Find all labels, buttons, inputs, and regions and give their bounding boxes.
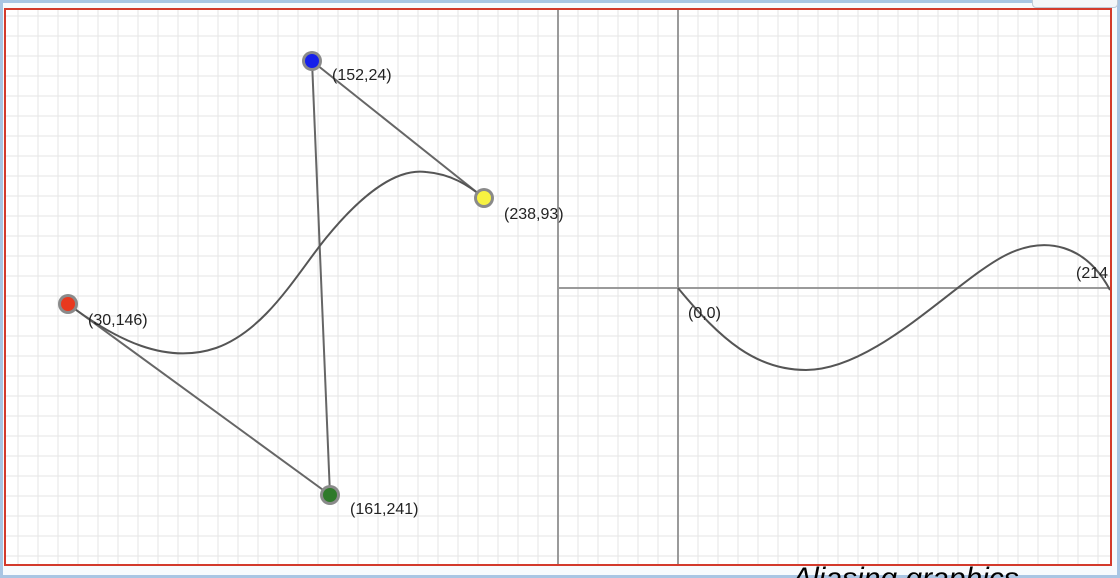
wave-origin-label: (0,0) <box>688 305 721 322</box>
point-green-label: (161,241) <box>350 501 419 518</box>
control-point-green[interactable] <box>323 488 337 502</box>
control-line-red-green <box>67 303 331 496</box>
canvas-svg: (0,0) (214 (30,146) (152,24) (238,93) (1… <box>6 10 1110 564</box>
window-tab[interactable] <box>1032 0 1118 8</box>
control-line-green-blue <box>311 60 331 496</box>
bezier-curve <box>67 170 485 355</box>
point-blue-label: (152,24) <box>332 67 392 84</box>
control-line-blue-yellow <box>311 60 485 199</box>
point-red-label: (30,146) <box>88 312 148 329</box>
control-point-yellow[interactable] <box>477 191 491 205</box>
wave-curve <box>677 244 1110 372</box>
wave-end-label: (214 <box>1076 265 1108 282</box>
point-yellow-label: (238,93) <box>504 206 564 223</box>
control-point-red[interactable] <box>61 297 75 311</box>
control-point-blue[interactable] <box>305 54 319 68</box>
drawing-canvas[interactable]: (0,0) (214 (30,146) (152,24) (238,93) (1… <box>4 8 1112 566</box>
caption-text: Aliasing graphics <box>792 564 1019 578</box>
